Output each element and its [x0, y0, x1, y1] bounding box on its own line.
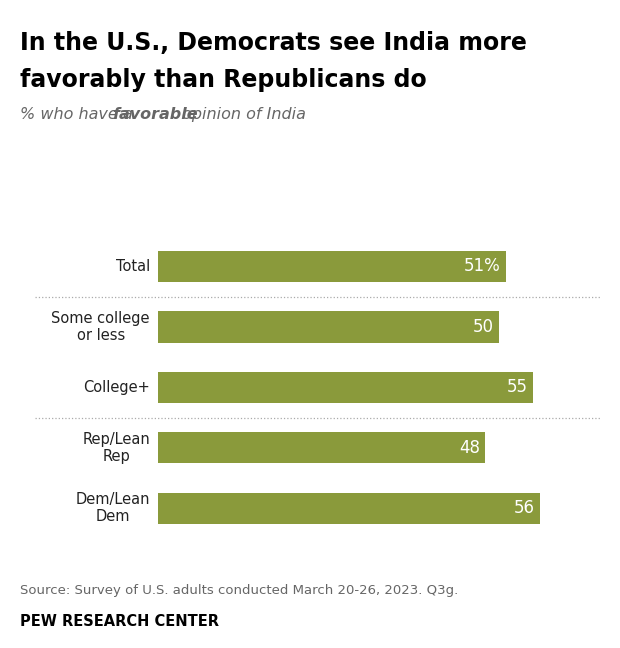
Bar [158, 492, 540, 524]
Text: 55: 55 [507, 378, 528, 397]
Text: Source: Survey of U.S. adults conducted March 20-26, 2023. Q3g.: Source: Survey of U.S. adults conducted … [20, 584, 458, 597]
Bar [158, 311, 499, 343]
Bar [158, 251, 506, 282]
Bar [158, 432, 485, 463]
Text: Total: Total [116, 259, 150, 274]
Text: favorably than Republicans do: favorably than Republicans do [20, 68, 427, 92]
Text: Rep/Lean
Rep: Rep/Lean Rep [82, 432, 150, 464]
Text: 48: 48 [459, 439, 480, 457]
Text: In the U.S., Democrats see India more: In the U.S., Democrats see India more [20, 31, 527, 55]
Bar [158, 371, 533, 403]
Text: 50: 50 [472, 318, 494, 336]
Text: PEW RESEARCH CENTER: PEW RESEARCH CENTER [20, 614, 219, 629]
Text: favorable: favorable [113, 107, 198, 122]
Text: Dem/Lean
Dem: Dem/Lean Dem [76, 492, 150, 524]
Text: College+: College+ [83, 380, 150, 395]
Text: Some college
or less: Some college or less [51, 310, 150, 343]
Text: opinion of India: opinion of India [177, 107, 306, 122]
Text: 51%: 51% [464, 257, 500, 275]
Text: % who have a: % who have a [20, 107, 138, 122]
Text: 56: 56 [513, 499, 534, 517]
